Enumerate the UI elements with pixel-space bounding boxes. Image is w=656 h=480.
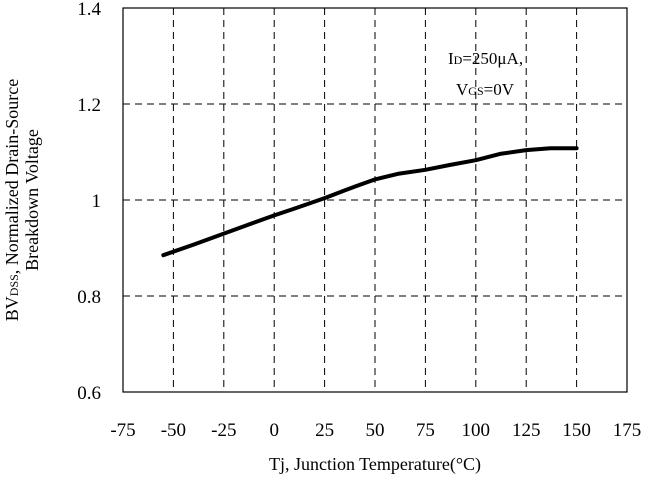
x-tick-label: 175 [613, 420, 642, 441]
y-tick-label: 0.6 [77, 383, 101, 404]
annotation-line1: ID=250μA, [448, 49, 523, 68]
x-axis-title: Tj, Junction Temperature(°C) [269, 454, 481, 475]
grid-lines [123, 8, 627, 392]
x-tick-label: 25 [315, 420, 334, 441]
y-axis-title-line1: BVDSS, Normalized Drain-Source [2, 79, 22, 321]
y-tick-label: 1 [92, 191, 102, 212]
y-tick-label: 1.4 [77, 0, 101, 20]
x-tick-label: 125 [512, 420, 541, 441]
x-tick-label: -50 [161, 420, 186, 441]
y-tick-labels: 0.6 0.8 1 1.2 1.4 [77, 0, 101, 404]
x-tick-label: -25 [211, 420, 236, 441]
x-tick-labels: -75 -50 -25 0 25 50 75 100 125 150 175 [110, 420, 641, 441]
x-tick-label: 0 [269, 420, 279, 441]
y-tick-label: 0.8 [77, 287, 101, 308]
annotation-line2: VGS=0V [456, 80, 515, 99]
x-tick-label: 150 [562, 420, 591, 441]
x-tick-label: 50 [366, 420, 385, 441]
series-line [161, 146, 579, 258]
plot-frame [122, 7, 628, 393]
x-tick-label: 100 [462, 420, 491, 441]
y-axis-title-line2: Breakdown Voltage [22, 129, 42, 271]
x-tick-label: 75 [416, 420, 435, 441]
x-tick-label: -75 [110, 420, 135, 441]
y-tick-label: 1.2 [77, 95, 101, 116]
